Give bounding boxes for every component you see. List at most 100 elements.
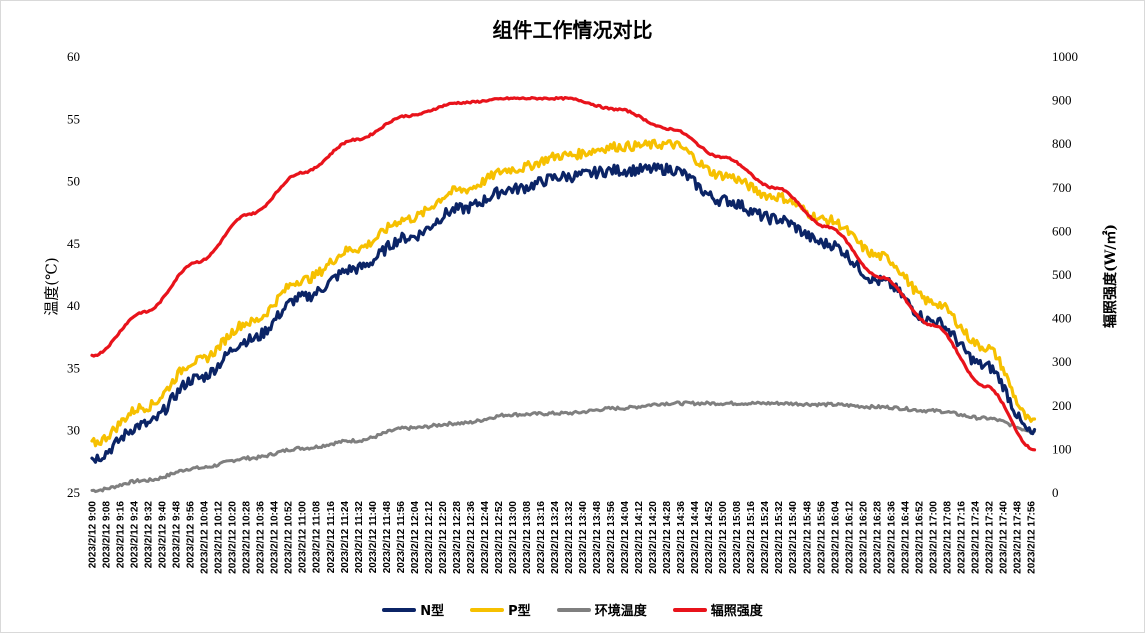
- x-tick-label: 2023/2/12 10:44: [270, 501, 281, 574]
- x-tick-label: 2023/2/12 13:48: [592, 501, 603, 574]
- x-tick-label: 2023/2/12 10:12: [214, 501, 225, 574]
- x-tick-label: 2023/2/12 14:44: [690, 501, 701, 574]
- legend: N型 P型 环境温度 辐照强度: [0, 600, 1145, 619]
- x-tick-label: 2023/2/12 17:56: [1026, 501, 1037, 574]
- x-tick-label: 2023/2/12 10:28: [242, 501, 253, 574]
- legend-item-n: N型: [382, 600, 444, 619]
- x-tick-label: 2023/2/12 16:12: [844, 501, 855, 574]
- x-tick-label: 2023/2/12 9:16: [116, 501, 127, 569]
- x-tick-label: 2023/2/12 9:48: [172, 501, 183, 569]
- x-tick-label: 2023/2/12 12:44: [480, 501, 491, 574]
- x-tick-label: 2023/2/12 10:36: [256, 501, 267, 574]
- series-lines: [90, 96, 1037, 494]
- x-tick-label: 2023/2/12 17:48: [1012, 501, 1023, 574]
- x-tick-label: 2023/2/12 9:08: [102, 501, 113, 569]
- legend-item-ambient: 环境温度: [556, 600, 647, 619]
- y-left-tick-label: 40: [67, 298, 80, 313]
- x-tick-label: 2023/2/12 12:20: [438, 501, 449, 574]
- x-tick-label: 2023/2/12 12:04: [410, 501, 421, 574]
- legend-swatch-n: [382, 607, 417, 612]
- x-tick-label: 2023/2/12 15:40: [788, 501, 799, 574]
- x-tick-label: 2023/2/12 14:20: [648, 501, 659, 574]
- x-tick-label: 2023/2/12 11:56: [396, 501, 407, 574]
- legend-label-ambient: 环境温度: [594, 604, 647, 619]
- chart-title: 组件工作情况对比: [492, 18, 653, 42]
- x-tick-label: 2023/2/12 14:52: [704, 501, 715, 574]
- x-tick-label: 2023/2/12 11:40: [368, 501, 379, 574]
- x-tick-label: 2023/2/12 13:08: [522, 501, 533, 574]
- legend-swatch-ambient: [556, 607, 591, 612]
- y-right-tick-label: 600: [1052, 223, 1072, 238]
- x-tick-label: 2023/2/12 16:04: [830, 501, 841, 574]
- y-right-tick-label: 1000: [1052, 49, 1078, 64]
- x-tick-label: 2023/2/12 12:28: [452, 501, 463, 574]
- y-right-tick-label: 500: [1052, 267, 1072, 282]
- series-line-0: [90, 162, 1037, 464]
- x-tick-label: 2023/2/12 13:24: [550, 501, 561, 574]
- x-tick-label: 2023/2/12 9:24: [130, 501, 141, 569]
- x-tick-label: 2023/2/12 9:00: [88, 501, 99, 569]
- x-tick-label: 2023/2/12 13:00: [508, 501, 519, 574]
- y-right-tick-label: 400: [1052, 311, 1072, 326]
- y-left-tick-label: 60: [67, 49, 80, 64]
- legend-item-irradiance: 辐照强度: [672, 600, 763, 619]
- x-tick-label: 2023/2/12 17:00: [928, 501, 939, 574]
- x-tick-label: 2023/2/12 17:24: [970, 501, 981, 574]
- x-tick-label: 2023/2/12 14:12: [634, 501, 645, 574]
- x-tick-label: 2023/2/12 11:32: [354, 501, 365, 574]
- y-axis-right: 0 100 200 300 400 500 600 700 800 900 1000: [1052, 49, 1078, 500]
- series-line-1: [90, 138, 1037, 448]
- y-right-tick-label: 900: [1052, 93, 1072, 108]
- x-tick-label: 2023/2/12 12:12: [424, 501, 435, 574]
- y-right-tick-label: 800: [1052, 136, 1072, 151]
- x-tick-label: 2023/2/12 9:40: [158, 501, 169, 569]
- x-tick-label: 2023/2/12 12:36: [466, 501, 477, 574]
- y-left-tick-label: 30: [67, 423, 80, 438]
- x-tick-label: 2023/2/12 10:04: [200, 501, 211, 574]
- legend-item-p: P型: [470, 600, 531, 619]
- y-right-tick-label: 300: [1052, 354, 1072, 369]
- x-tick-label: 2023/2/12 10:52: [284, 501, 295, 574]
- x-tick-label: 2023/2/12 11:48: [382, 501, 393, 574]
- x-tick-label: 2023/2/12 13:40: [578, 501, 589, 574]
- x-tick-label: 2023/2/12 17:32: [984, 501, 995, 574]
- x-tick-label: 2023/2/12 11:16: [326, 501, 337, 574]
- y-left-tick-label: 45: [67, 236, 80, 251]
- x-tick-label: 2023/2/12 16:20: [858, 501, 869, 574]
- x-tick-label: 2023/2/12 11:00: [298, 501, 309, 574]
- series-line-2: [90, 400, 1036, 494]
- x-tick-label: 2023/2/12 13:16: [536, 501, 547, 574]
- x-tick-label: 2023/2/12 16:52: [914, 501, 925, 574]
- x-tick-label: 2023/2/12 16:28: [872, 501, 883, 574]
- x-tick-label: 2023/2/12 15:32: [774, 501, 785, 574]
- series-line-3: [90, 96, 1037, 452]
- x-axis: 2023/2/12 9:00 2023/2/12 9:08 2023/2/12 9:…: [88, 501, 1038, 574]
- y-right-tick-label: 0: [1052, 485, 1059, 500]
- x-tick-label: 2023/2/12 10:20: [228, 501, 239, 574]
- y-axis-left: 25 30 35 40 45 50 55 60: [67, 49, 80, 500]
- x-tick-label: 2023/2/12 17:16: [956, 501, 967, 574]
- x-tick-label: 2023/2/12 14:36: [676, 501, 687, 574]
- x-tick-label: 2023/2/12 17:40: [998, 501, 1009, 574]
- x-tick-label: 2023/2/12 15:08: [732, 501, 743, 574]
- x-tick-label: 2023/2/12 12:52: [494, 501, 505, 574]
- x-tick-label: 2023/2/12 14:04: [620, 501, 631, 574]
- x-tick-label: 2023/2/12 15:48: [802, 501, 813, 574]
- x-tick-label: 2023/2/12 11:08: [312, 501, 323, 574]
- x-tick-label: 2023/2/12 15:56: [816, 501, 827, 574]
- x-tick-label: 2023/2/12 9:56: [186, 501, 197, 569]
- y-right-tick-label: 100: [1052, 441, 1072, 456]
- y-right-tick-label: 200: [1052, 398, 1072, 413]
- y-left-tick-label: 35: [67, 360, 80, 375]
- x-tick-label: 2023/2/12 14:28: [662, 501, 673, 574]
- legend-swatch-p: [470, 607, 505, 612]
- x-tick-label: 2023/2/12 15:00: [718, 501, 729, 574]
- x-tick-label: 2023/2/12 17:08: [942, 501, 953, 574]
- x-tick-label: 2023/2/12 11:24: [340, 501, 351, 574]
- y-left-tick-label: 55: [67, 111, 80, 126]
- x-tick-label: 2023/2/12 9:32: [144, 501, 155, 569]
- x-tick-label: 2023/2/12 13:56: [606, 501, 617, 574]
- x-tick-label: 2023/2/12 16:44: [900, 501, 911, 574]
- x-tick-label: 2023/2/12 16:36: [886, 501, 897, 574]
